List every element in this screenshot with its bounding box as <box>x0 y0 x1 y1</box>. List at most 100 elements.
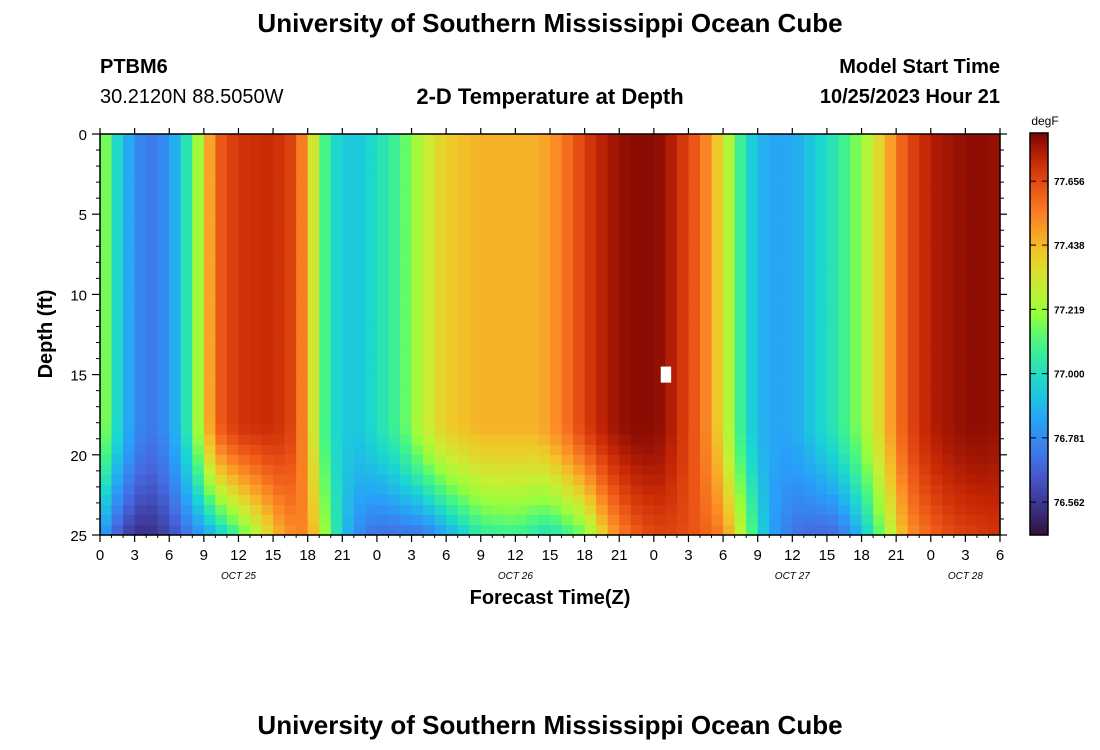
x-axis-label: Forecast Time(Z) <box>470 587 631 609</box>
heatmap-cell <box>203 444 216 456</box>
heatmap-cell <box>838 314 851 326</box>
heatmap-cell <box>134 464 147 476</box>
heatmap-cell <box>573 154 586 165</box>
heatmap-cell <box>376 234 390 245</box>
heatmap-cell <box>803 514 816 526</box>
heatmap-cell <box>757 314 770 326</box>
heatmap-cell <box>907 214 920 225</box>
heatmap-cell <box>180 194 193 205</box>
heatmap-cell <box>469 324 482 336</box>
heatmap-cell <box>930 274 943 285</box>
heatmap-cell <box>619 484 632 496</box>
heatmap-cell <box>665 334 678 346</box>
heatmap-cell <box>815 334 828 346</box>
heatmap-cell <box>630 244 643 255</box>
heatmap-cell <box>400 234 413 245</box>
heatmap-cell <box>642 174 655 185</box>
heatmap-cell <box>700 384 713 396</box>
heatmap-cell <box>838 334 851 346</box>
heatmap-cell <box>676 224 690 235</box>
heatmap-cell <box>815 194 828 205</box>
heatmap-cell <box>976 344 990 356</box>
heatmap-cell <box>930 244 943 255</box>
heatmap-cell <box>503 404 516 416</box>
heatmap-cell <box>157 234 170 245</box>
heatmap-cell <box>457 384 470 396</box>
heatmap-cell <box>342 154 355 165</box>
heatmap-cell <box>607 134 620 145</box>
heatmap-cell <box>238 144 251 155</box>
heatmap-cell <box>780 184 793 195</box>
heatmap-cell <box>711 354 724 366</box>
heatmap-cell <box>826 194 840 205</box>
heatmap-cell <box>930 264 943 275</box>
heatmap-cell <box>203 164 216 175</box>
heatmap-cell <box>515 524 528 536</box>
heatmap-cell <box>319 334 332 346</box>
heatmap-cell <box>376 284 390 295</box>
heatmap-cell <box>111 384 124 396</box>
heatmap-cell <box>711 344 724 356</box>
heatmap-cell <box>515 304 528 316</box>
heatmap-cell <box>423 334 436 346</box>
heatmap-cell <box>907 284 920 295</box>
heatmap-cell <box>319 494 332 506</box>
heatmap-cell <box>503 284 516 295</box>
heatmap-cell <box>388 284 401 295</box>
heatmap-cell <box>550 264 563 275</box>
heatmap-cell <box>365 304 378 316</box>
station-coordinates: 30.2120N 88.5050W <box>100 86 284 108</box>
heatmap-cell <box>376 484 390 496</box>
heatmap-cell <box>792 304 805 316</box>
heatmap-cell <box>723 144 736 155</box>
heatmap-cell <box>734 234 747 245</box>
heatmap-cell <box>965 274 978 285</box>
heatmap-cell <box>665 174 678 185</box>
heatmap-cell <box>538 404 551 416</box>
heatmap-cell <box>769 364 782 376</box>
heatmap-cell <box>376 474 390 486</box>
heatmap-cell <box>573 314 586 326</box>
heatmap-cell <box>226 504 240 516</box>
heatmap-cell <box>584 414 597 426</box>
heatmap-cell <box>976 204 990 215</box>
heatmap-cell <box>526 424 540 436</box>
heatmap-cell <box>873 174 886 185</box>
heatmap-cell <box>388 434 401 446</box>
heatmap-cell <box>538 174 551 185</box>
heatmap-cell <box>988 234 1001 245</box>
heatmap-cell <box>780 524 793 536</box>
heatmap-cell <box>203 274 216 285</box>
heatmap-cell <box>550 444 563 456</box>
heatmap-cell <box>342 524 355 536</box>
heatmap-cell <box>942 364 955 376</box>
heatmap-cell <box>665 394 678 406</box>
heatmap-cell <box>688 514 701 526</box>
heatmap-cell <box>526 244 540 255</box>
heatmap-cell <box>619 294 632 306</box>
heatmap-cell <box>480 424 493 436</box>
heatmap-cell <box>469 524 482 536</box>
heatmap-cell <box>792 354 805 366</box>
heatmap-cell <box>457 234 470 245</box>
heatmap-cell <box>561 144 574 155</box>
heatmap-cell <box>538 334 551 346</box>
heatmap-cell <box>584 364 597 376</box>
heatmap-cell <box>988 484 1001 496</box>
heatmap-cell <box>665 504 678 516</box>
heatmap-cell <box>942 294 955 306</box>
heatmap-cell <box>203 134 216 145</box>
heatmap-cell <box>907 474 920 486</box>
heatmap-cell <box>423 474 436 486</box>
heatmap-cell <box>492 274 505 285</box>
heatmap-cell <box>723 354 736 366</box>
heatmap-cell <box>353 524 366 536</box>
heatmap-cell <box>815 154 828 165</box>
heatmap-cell <box>642 304 655 316</box>
heatmap-cell <box>826 374 840 386</box>
heatmap-cell <box>261 474 274 486</box>
heatmap-cell <box>215 434 228 446</box>
heatmap-cell <box>273 244 286 255</box>
heatmap-cell <box>723 504 736 516</box>
heatmap-cell <box>815 464 828 476</box>
